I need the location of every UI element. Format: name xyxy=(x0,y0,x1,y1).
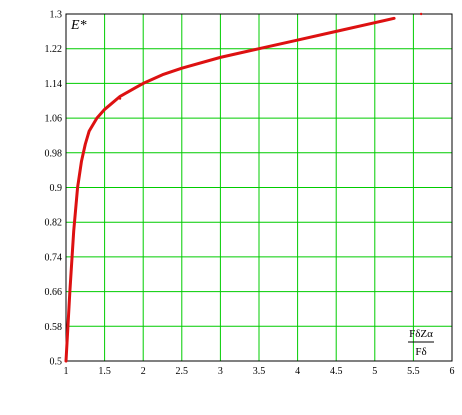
y-tick-label: 0.98 xyxy=(45,148,63,159)
x-tick-label: 1.5 xyxy=(98,366,111,377)
x-axis-label-denominator: Fδ xyxy=(415,346,426,358)
y-tick-label: 0.5 xyxy=(50,357,63,368)
x-tick-label: 5 xyxy=(372,366,377,377)
y-tick-label: 1.3 xyxy=(50,10,63,21)
y-tick-label: 0.9 xyxy=(50,183,63,194)
plot-frame xyxy=(65,13,453,362)
x-tick-label: 3 xyxy=(218,366,223,377)
x-tick-label: 1 xyxy=(64,366,69,377)
x-axis-ticks: 1 1.5 2 2.5 3 3.5 4 4.5 5 5.5 6 xyxy=(64,366,455,377)
x-axis-label: FδZα Fδ xyxy=(408,328,434,358)
x-tick-label: 2 xyxy=(141,366,146,377)
y-tick-label: 1.14 xyxy=(45,79,63,90)
grid xyxy=(66,14,452,361)
x-tick-label: 4 xyxy=(295,366,300,377)
y-tick-label: 0.66 xyxy=(45,287,63,298)
y-axis-label: E* xyxy=(70,18,87,33)
x-tick-label: 3.5 xyxy=(253,366,266,377)
x-tick-label: 4.5 xyxy=(330,366,343,377)
y-tick-label: 1.22 xyxy=(45,44,63,55)
series-line xyxy=(64,16,396,363)
data-marker xyxy=(118,97,122,100)
x-tick-label: 6 xyxy=(450,366,455,377)
y-tick-label: 0.74 xyxy=(45,252,63,263)
y-axis-ticks: 0.5 0.58 0.66 0.74 0.82 0.9 0.98 1.06 1.14 1.22 1.… xyxy=(45,10,63,368)
x-axis-label-numerator: FδZα xyxy=(409,328,433,340)
y-tick-label: 0.58 xyxy=(45,322,63,333)
x-tick-label: 2.5 xyxy=(176,366,189,377)
data-marker xyxy=(419,12,423,16)
y-tick-label: 0.82 xyxy=(45,218,63,229)
data-markers xyxy=(118,12,423,100)
y-tick-label: 1.06 xyxy=(45,114,63,125)
x-tick-label: 5.5 xyxy=(407,366,420,377)
